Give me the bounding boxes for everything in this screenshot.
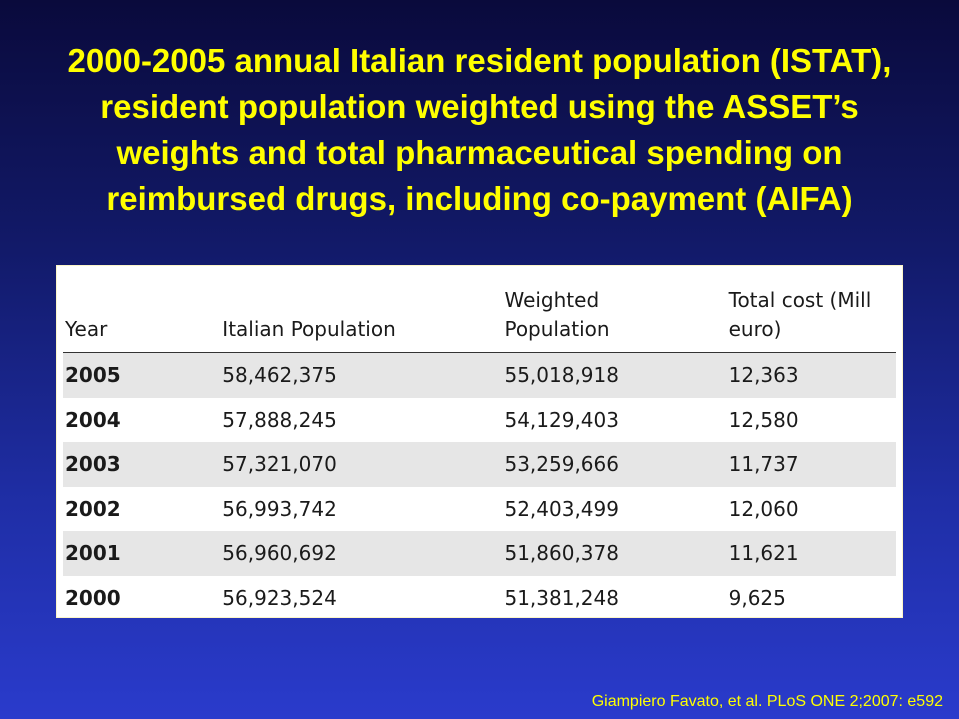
weighted-population-cell: 55,018,918 bbox=[502, 352, 727, 398]
weighted-population-cell: 54,129,403 bbox=[504, 407, 619, 432]
total-cost-cell: 11,621 bbox=[726, 531, 896, 576]
population-cell: 56,923,524 bbox=[222, 585, 337, 610]
header-italian-population: Italian Population bbox=[220, 274, 503, 353]
total-cost-cell: 9,625 bbox=[728, 585, 786, 610]
citation: Giampiero Favato, et al. PLoS ONE 2;2007… bbox=[591, 693, 943, 710]
total-cost-cell: 12,580 bbox=[728, 407, 799, 432]
year-cell: 2004 bbox=[65, 407, 121, 432]
weighted-population-cell: 51,860,378 bbox=[502, 531, 727, 576]
weighted-population-cell: 51,381,248 bbox=[504, 585, 619, 610]
year-cell: 2001 bbox=[63, 531, 221, 576]
header-weighted-population: Weighted Population bbox=[502, 274, 727, 353]
header-weighted-line-1: Weighted bbox=[504, 288, 600, 312]
header-population-label: Italian Population bbox=[222, 317, 396, 341]
year-cell: 2003 bbox=[63, 442, 221, 487]
header-total-cost: Total cost (Mill euro) bbox=[726, 274, 896, 353]
title-line-2: resident population weighted using the A… bbox=[100, 88, 859, 125]
title-line-3: weights and total pharmaceutical spendin… bbox=[116, 134, 843, 171]
weighted-population-cell: 53,259,666 bbox=[502, 442, 727, 487]
slide-title: 2000-2005 annual Italian resident popula… bbox=[0, 38, 959, 222]
header-year-label: Year bbox=[65, 317, 108, 341]
table-row: 2003 57,321,070 53,259,666 11,737 bbox=[63, 442, 896, 487]
table-panel: Year Italian Population Weighted Populati… bbox=[56, 265, 903, 618]
population-table: Year Italian Population Weighted Populati… bbox=[63, 274, 896, 620]
table-row: 2000 56,923,524 51,381,248 9,625 bbox=[63, 576, 896, 621]
year-cell: 2002 bbox=[65, 496, 121, 521]
population-cell: 57,321,070 bbox=[220, 442, 503, 487]
population-cell: 57,888,245 bbox=[222, 407, 337, 432]
table-row: 2004 57,888,245 54,129,403 12,580 bbox=[63, 398, 896, 443]
header-weighted-line-2: Population bbox=[504, 317, 610, 341]
title-line-1: 2000-2005 annual Italian resident popula… bbox=[67, 42, 892, 79]
table-row: 2005 58,462,375 55,018,918 12,363 bbox=[63, 352, 896, 398]
total-cost-cell: 12,363 bbox=[726, 352, 896, 398]
total-cost-cell: 11,737 bbox=[726, 442, 896, 487]
population-cell: 56,993,742 bbox=[222, 496, 337, 521]
population-cell: 58,462,375 bbox=[220, 352, 503, 398]
table-header-row: Year Italian Population Weighted Populati… bbox=[63, 274, 896, 353]
table-row: 2001 56,960,692 51,860,378 11,621 bbox=[63, 531, 896, 576]
table-row: 2002 56,993,742 52,403,499 12,060 bbox=[63, 487, 896, 532]
header-cost-line-1: Total cost (Mill bbox=[728, 288, 872, 312]
year-cell: 2005 bbox=[63, 352, 221, 398]
header-year: Year bbox=[63, 274, 221, 353]
population-cell: 56,960,692 bbox=[220, 531, 503, 576]
header-cost-line-2: euro) bbox=[728, 317, 782, 341]
year-cell: 2000 bbox=[65, 585, 121, 610]
weighted-population-cell: 52,403,499 bbox=[504, 496, 619, 521]
total-cost-cell: 12,060 bbox=[728, 496, 799, 521]
title-line-4: reimbursed drugs, including co-payment (… bbox=[106, 180, 853, 217]
